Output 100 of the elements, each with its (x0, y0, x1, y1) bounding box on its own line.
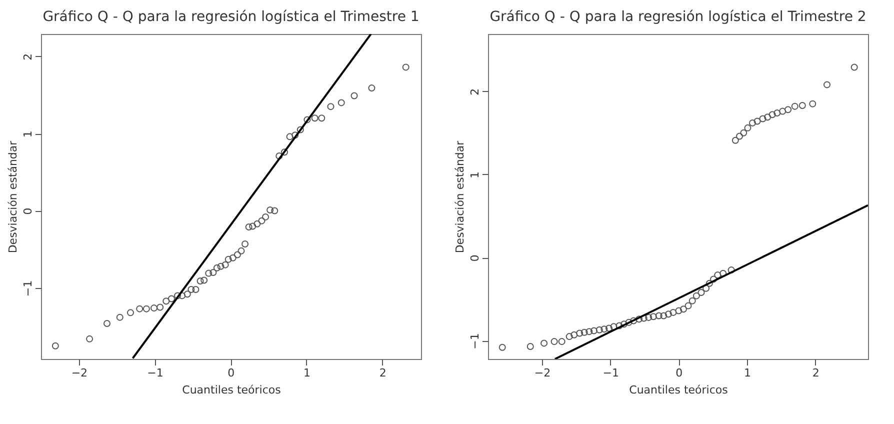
x-tick-label: 2 (812, 366, 820, 380)
point (52, 342, 59, 350)
point (184, 290, 191, 298)
point (728, 266, 735, 274)
point (590, 327, 598, 334)
point (402, 64, 410, 71)
point (350, 92, 358, 100)
point (650, 313, 657, 320)
point (702, 284, 710, 292)
point (688, 297, 696, 304)
point (304, 116, 311, 124)
point (636, 316, 643, 323)
point (86, 335, 94, 342)
point (234, 251, 241, 258)
chart-title: Gráfico Q - Q para la regresión logística el Trimestre 2 (490, 9, 866, 25)
point (809, 100, 816, 108)
point (174, 292, 182, 300)
point (200, 276, 208, 284)
point (744, 124, 752, 132)
x-tick-label: 0 (676, 366, 683, 380)
point (764, 114, 772, 121)
point (759, 115, 766, 122)
point (188, 286, 195, 294)
x-axis-title: Cuantiles teóricos (182, 384, 282, 396)
x-tick-label: 1 (744, 366, 752, 380)
point (318, 114, 326, 122)
point (732, 136, 739, 144)
point (596, 326, 603, 334)
point (258, 217, 266, 224)
point (720, 270, 727, 277)
point (779, 108, 786, 115)
point (245, 224, 252, 230)
y-tick-label: −1 (22, 280, 34, 297)
x-tick-label: 2 (379, 366, 386, 380)
point (774, 109, 781, 116)
point (249, 222, 256, 230)
point (205, 270, 212, 277)
point (540, 340, 548, 347)
point (791, 102, 798, 110)
point (168, 295, 175, 302)
point (736, 132, 744, 140)
point (558, 338, 566, 346)
point (217, 262, 224, 270)
point (605, 324, 612, 332)
point (254, 220, 261, 228)
y-axis-title: Desviación estándar (454, 140, 466, 254)
point (162, 298, 170, 305)
point (675, 307, 682, 314)
y-tick-label: 1 (22, 130, 34, 138)
point (740, 129, 748, 136)
point (670, 308, 677, 316)
point (296, 126, 304, 134)
point (116, 314, 124, 321)
point (580, 328, 588, 336)
point (338, 99, 345, 106)
point (706, 280, 713, 287)
point (311, 114, 318, 122)
point (192, 286, 200, 294)
point (286, 133, 294, 140)
point (213, 264, 220, 272)
point (698, 289, 705, 296)
point (127, 309, 134, 316)
x-tick-label: −1 (602, 366, 619, 380)
point (680, 306, 687, 313)
point (754, 118, 761, 125)
point (850, 64, 858, 71)
point (625, 318, 632, 326)
y-tick-label: −1 (468, 333, 482, 350)
point (655, 312, 662, 320)
point (103, 320, 110, 327)
point (660, 312, 668, 320)
point (748, 119, 756, 126)
y-tick-label: 2 (468, 88, 482, 96)
point (526, 343, 534, 350)
point (570, 331, 578, 338)
point (327, 103, 334, 110)
point (266, 206, 274, 214)
point (210, 269, 217, 276)
point (768, 111, 776, 118)
point (222, 261, 229, 268)
x-tick-label: −2 (71, 366, 88, 380)
point (616, 322, 623, 330)
point (136, 305, 144, 312)
point (238, 247, 245, 254)
y-tick-label: 0 (468, 254, 482, 262)
x-axis-title: Cuantiles teóricos (629, 384, 728, 396)
point (684, 302, 692, 310)
point (566, 333, 573, 340)
point (368, 84, 376, 92)
point (823, 81, 830, 88)
point (600, 326, 608, 333)
x-tick-label: 1 (303, 366, 310, 380)
point (784, 106, 792, 114)
point (242, 240, 249, 248)
y-axis-title: Desviación estándar (6, 140, 20, 254)
x-tick-label: −1 (147, 366, 164, 380)
point (664, 310, 672, 318)
point (196, 278, 204, 285)
point (610, 323, 618, 330)
point (798, 102, 806, 109)
